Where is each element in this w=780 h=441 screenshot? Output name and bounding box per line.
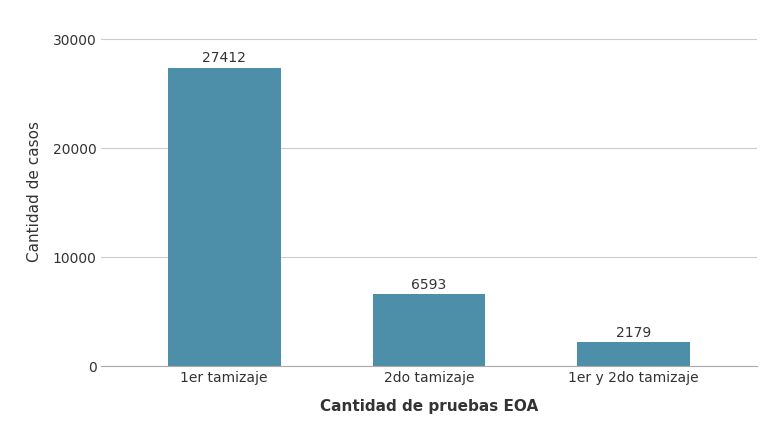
Y-axis label: Cantidad de casos: Cantidad de casos	[27, 121, 41, 262]
Text: 27412: 27412	[202, 52, 246, 65]
X-axis label: Cantidad de pruebas EOA: Cantidad de pruebas EOA	[320, 399, 538, 414]
Bar	[577, 342, 690, 366]
Bar	[168, 67, 281, 366]
Bar	[373, 294, 485, 366]
Text: 6593: 6593	[411, 278, 447, 292]
Text: 2179: 2179	[616, 326, 651, 340]
